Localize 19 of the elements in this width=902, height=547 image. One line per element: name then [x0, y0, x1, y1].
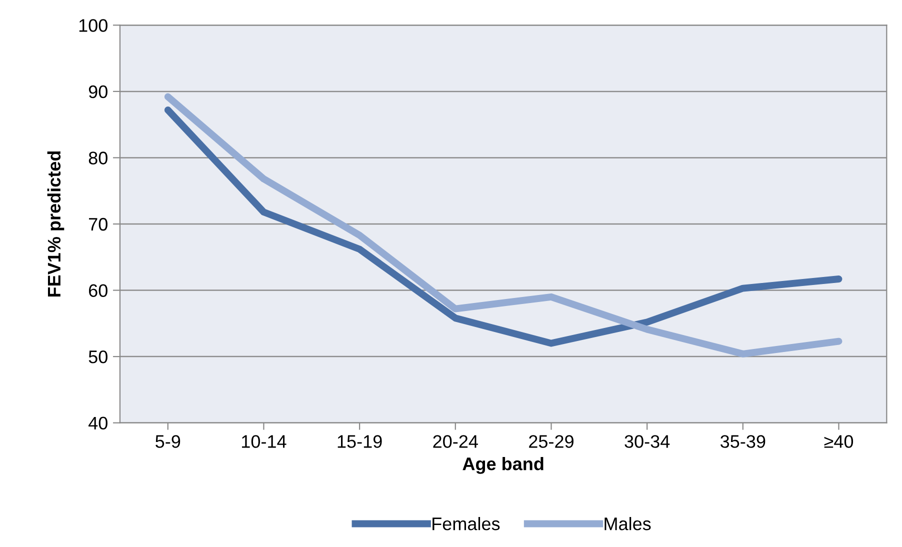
x-tick-label: 15-19	[338, 435, 382, 448]
x-tick-label: 10-14	[242, 435, 286, 448]
y-tick-label: 80	[88, 152, 108, 164]
y-tick-label: 90	[88, 85, 108, 98]
y-tick-label: 100	[79, 19, 108, 32]
y-tick-label: 70	[89, 218, 108, 231]
x-tick-label: 5-9	[156, 435, 180, 448]
legend-label: Females	[432, 517, 500, 530]
y-tick-label: 40	[88, 416, 108, 430]
x-tick-label: 35-39	[720, 435, 766, 448]
y-tick-label: 50	[88, 350, 108, 364]
y-axis-title: FEV1% predicted	[47, 151, 64, 297]
x-tick-label: 20-24	[433, 435, 478, 448]
y-tick-label: 60	[88, 284, 108, 297]
x-tick-label: 25-29	[529, 435, 574, 448]
x-tick-label: 30-34	[624, 435, 670, 448]
x-axis-title: Age band	[462, 457, 544, 474]
x-tick-label: ≥40	[824, 435, 854, 448]
legend-label: Males	[604, 517, 651, 530]
